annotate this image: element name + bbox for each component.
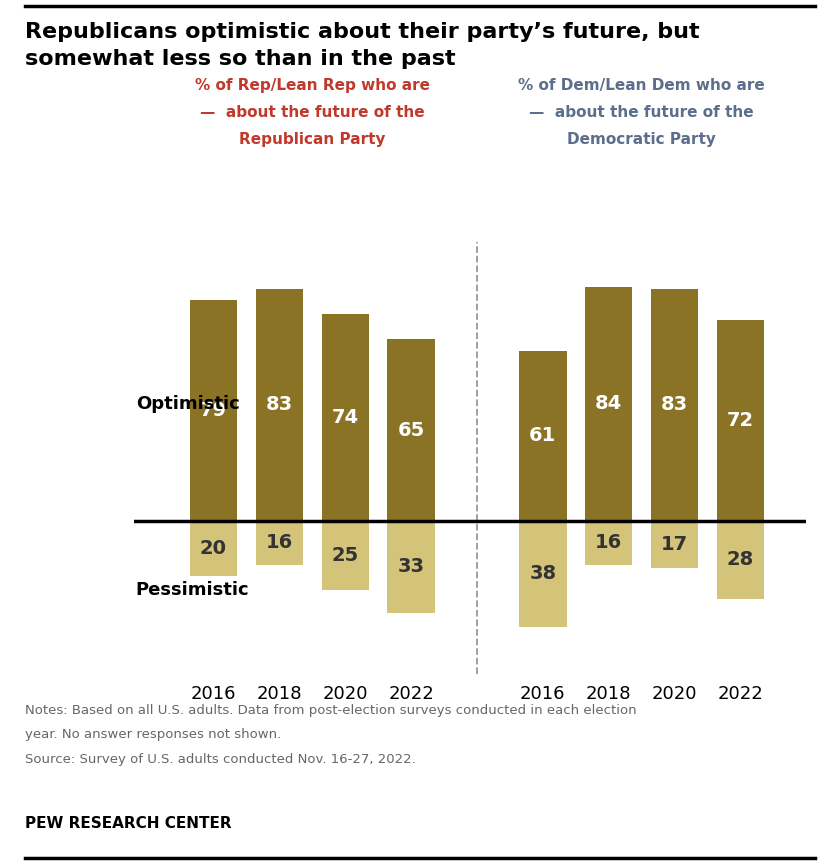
Text: 38: 38 xyxy=(529,564,556,583)
Text: —  about the future of the: — about the future of the xyxy=(529,105,754,120)
Bar xyxy=(717,320,764,521)
Text: 25: 25 xyxy=(332,546,359,565)
Text: Pessimistic: Pessimistic xyxy=(136,581,249,600)
Text: % of Rep/Lean Rep who are: % of Rep/Lean Rep who are xyxy=(195,78,430,92)
Text: 61: 61 xyxy=(529,426,556,445)
Text: year. No answer responses not shown.: year. No answer responses not shown. xyxy=(25,728,281,741)
Text: Democratic Party: Democratic Party xyxy=(567,132,717,147)
Text: —  about the future of the: — about the future of the xyxy=(200,105,424,120)
Text: Notes: Based on all U.S. adults. Data from post-election surveys conducted in ea: Notes: Based on all U.S. adults. Data fr… xyxy=(25,704,637,717)
Text: 17: 17 xyxy=(661,535,688,554)
Text: 28: 28 xyxy=(727,550,754,569)
Bar xyxy=(322,314,369,521)
Bar xyxy=(519,351,567,521)
Bar xyxy=(717,521,764,599)
Text: 83: 83 xyxy=(661,396,688,415)
Bar xyxy=(651,289,698,521)
Text: 16: 16 xyxy=(265,533,293,552)
Text: 83: 83 xyxy=(265,396,293,415)
Bar xyxy=(585,287,633,521)
Bar xyxy=(585,521,633,565)
Text: Republicans optimistic about their party’s future, but: Republicans optimistic about their party… xyxy=(25,22,700,41)
Bar xyxy=(387,521,435,613)
Bar xyxy=(255,521,303,565)
Bar xyxy=(190,301,237,521)
Text: 84: 84 xyxy=(595,394,622,413)
Bar xyxy=(322,521,369,590)
Bar xyxy=(190,521,237,576)
Bar xyxy=(255,289,303,521)
Bar xyxy=(651,521,698,568)
Bar xyxy=(519,521,567,626)
Text: 33: 33 xyxy=(397,557,424,576)
Text: PEW RESEARCH CENTER: PEW RESEARCH CENTER xyxy=(25,816,232,831)
Text: 20: 20 xyxy=(200,539,227,558)
Text: 72: 72 xyxy=(727,410,754,429)
Text: 16: 16 xyxy=(595,533,622,552)
Text: Source: Survey of U.S. adults conducted Nov. 16-27, 2022.: Source: Survey of U.S. adults conducted … xyxy=(25,753,416,766)
Text: 79: 79 xyxy=(200,401,227,420)
Text: % of Dem/Lean Dem who are: % of Dem/Lean Dem who are xyxy=(518,78,765,92)
Text: Optimistic: Optimistic xyxy=(136,395,239,413)
Text: Republican Party: Republican Party xyxy=(239,132,386,147)
Text: 65: 65 xyxy=(397,421,425,440)
Text: somewhat less so than in the past: somewhat less so than in the past xyxy=(25,49,456,69)
Text: 74: 74 xyxy=(332,408,359,427)
Bar xyxy=(387,340,435,521)
